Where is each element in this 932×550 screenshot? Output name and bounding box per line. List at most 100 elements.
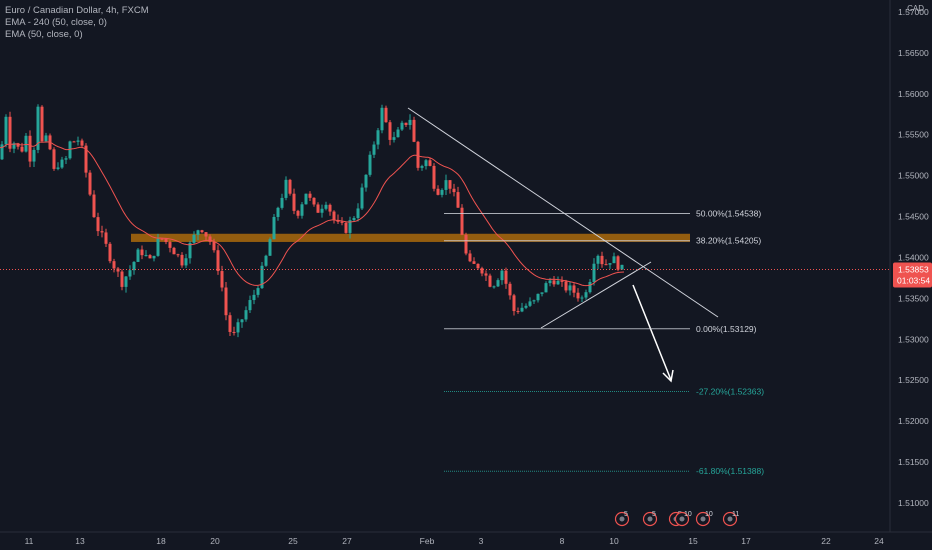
candle-body <box>284 179 288 198</box>
candle-body <box>592 263 596 282</box>
time-tick-label: 27 <box>342 536 352 546</box>
candle-body <box>76 140 80 142</box>
candle-body <box>268 239 272 256</box>
candle-body <box>548 280 552 284</box>
candle-body <box>420 166 424 168</box>
candle-body <box>56 167 60 169</box>
time-tick-label: 11 <box>25 536 34 546</box>
candle-body <box>304 193 308 205</box>
candle-body <box>164 238 168 243</box>
ema-240-indicator-label[interactable]: EMA - 240 (50, close, 0) <box>5 17 107 29</box>
candle-body <box>452 188 456 193</box>
candle-body <box>32 149 36 162</box>
candle-body <box>8 116 12 149</box>
fib-level-label: 0.00%(1.53129) <box>696 324 757 334</box>
time-tick-label: 3 <box>479 536 484 546</box>
candle-body <box>136 249 140 262</box>
candle-body <box>276 207 280 217</box>
candle-body <box>564 281 568 291</box>
time-tick-label: 24 <box>874 536 884 546</box>
candle-body <box>264 255 268 266</box>
candle-body <box>108 243 112 262</box>
time-tick-label: 15 <box>688 536 698 546</box>
event-marker-dot <box>700 516 706 522</box>
earnings-event-icon[interactable]: 10 <box>674 511 692 527</box>
candle-body <box>88 172 92 195</box>
candle-body <box>408 119 412 125</box>
price-tick-label: 1.56000 <box>898 89 929 99</box>
time-tick-label: Feb <box>420 536 435 546</box>
candle-body <box>604 264 608 266</box>
candle-body <box>216 250 220 272</box>
price-tick-label: 1.52500 <box>898 375 929 385</box>
candle-body <box>28 135 32 162</box>
candle-body <box>524 305 528 308</box>
symbol-title[interactable]: Euro / Canadian Dollar, 4h, FXCM <box>5 5 149 16</box>
candle-body <box>404 122 408 125</box>
candle-body <box>256 288 260 295</box>
candle-body <box>160 238 164 240</box>
event-marker-count: 5 <box>652 511 656 518</box>
earnings-event-icon[interactable]: 10 <box>695 511 713 527</box>
candle-body <box>324 204 328 209</box>
candle-body <box>184 258 188 266</box>
last-price-value: 1.53853 <box>898 265 929 275</box>
candle-body <box>220 271 224 288</box>
candle-body <box>416 141 420 168</box>
currency-selector[interactable]: CAD <box>907 4 924 13</box>
candle-body <box>52 149 56 169</box>
candle-body <box>272 216 276 240</box>
fib-level-label: 50.00%(1.54538) <box>696 208 761 218</box>
candle-body <box>556 280 560 285</box>
candle-body <box>340 221 344 223</box>
ema-indicator-label[interactable]: EMA (50, close, 0) <box>5 29 83 41</box>
candle-body <box>140 249 144 256</box>
candle-body <box>608 263 612 265</box>
candle-body <box>132 261 136 271</box>
candle-body <box>360 187 364 209</box>
candle-body <box>292 193 296 211</box>
earnings-event-icon[interactable]: 5 <box>614 511 630 527</box>
candle-body <box>104 232 108 244</box>
event-marker-dot <box>679 516 685 522</box>
candle-body <box>432 165 436 189</box>
price-tick-label: 1.56500 <box>898 48 929 58</box>
candle-body <box>616 256 620 270</box>
candle-body <box>240 319 244 323</box>
price-tick-label: 1.53500 <box>898 293 929 303</box>
candle-body <box>388 122 392 140</box>
candle-body <box>156 238 160 256</box>
candle-body <box>544 283 548 293</box>
event-marker-dot <box>647 516 653 522</box>
candle-body <box>328 204 332 212</box>
candle-body <box>368 154 372 175</box>
candle-body <box>68 141 72 159</box>
chart-legend: Euro / Canadian Dollar, 4h, FXCM EMA - 2… <box>5 5 149 42</box>
candle-body <box>192 234 196 243</box>
candle-body <box>396 129 400 138</box>
ema-line <box>0 141 625 287</box>
candle-body <box>300 204 304 216</box>
price-tick-label: 1.51500 <box>898 457 929 467</box>
candle-body <box>0 144 4 160</box>
candle-body <box>252 294 256 301</box>
candle-body <box>288 179 292 194</box>
earnings-event-icon[interactable]: 11 <box>722 511 740 527</box>
candle-body <box>472 261 476 264</box>
time-tick-label: 13 <box>75 536 85 546</box>
candle-body <box>488 275 492 287</box>
earnings-event-icon[interactable]: 5 <box>642 511 658 527</box>
candle-body <box>596 255 600 264</box>
candle-body <box>620 264 624 270</box>
candle-body <box>280 197 284 208</box>
candle-body <box>248 300 252 311</box>
candle-body <box>468 253 472 262</box>
candle-body <box>352 217 356 221</box>
candle-body <box>44 135 48 142</box>
candle-body <box>444 180 448 190</box>
candle-body <box>532 300 536 302</box>
candle-body <box>492 286 496 288</box>
candle-body <box>500 270 504 281</box>
candle-body <box>92 194 96 218</box>
